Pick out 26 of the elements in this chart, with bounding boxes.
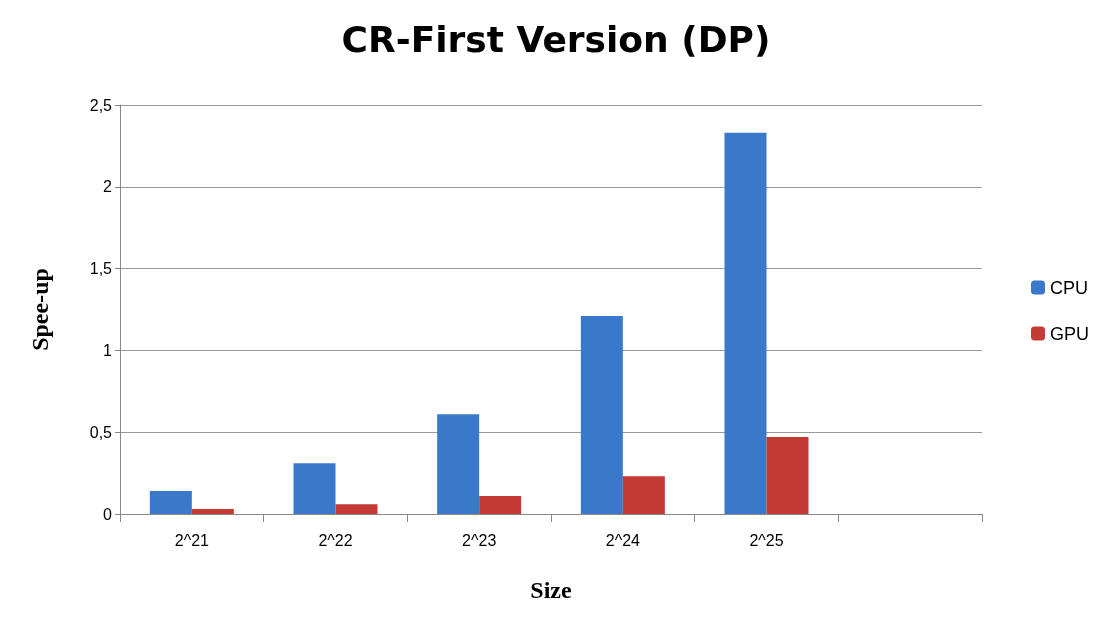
bar [580, 316, 623, 514]
bar [479, 496, 522, 514]
y-tick-label: 2,5 [89, 96, 113, 114]
x-axis-title: Size [530, 577, 572, 603]
legend-label: GPU [1049, 323, 1090, 344]
bar [766, 437, 809, 514]
y-tick-label: 0 [103, 505, 113, 523]
bar [293, 463, 336, 514]
x-tick-label: 2^25 [749, 531, 784, 549]
y-tick-label: 0,5 [89, 423, 113, 441]
y-axis-title: Spee-up [27, 268, 53, 351]
bar [335, 504, 378, 514]
bar [149, 491, 192, 514]
bar [191, 509, 234, 514]
x-tick-label: 2^23 [462, 531, 497, 549]
x-tick-label: 2^22 [318, 531, 353, 549]
legend-label: CPU [1049, 277, 1089, 298]
x-tick-label: 2^24 [605, 531, 641, 549]
bar [622, 476, 665, 514]
y-tick-label: 2 [103, 178, 113, 196]
x-tick-label: 2^21 [174, 531, 210, 549]
chart-title: CR-First Version (DP) [341, 18, 771, 60]
bar [437, 414, 480, 514]
y-tick-label: 1,5 [89, 260, 113, 278]
bar [724, 132, 767, 514]
y-tick-label: 1 [103, 341, 113, 359]
